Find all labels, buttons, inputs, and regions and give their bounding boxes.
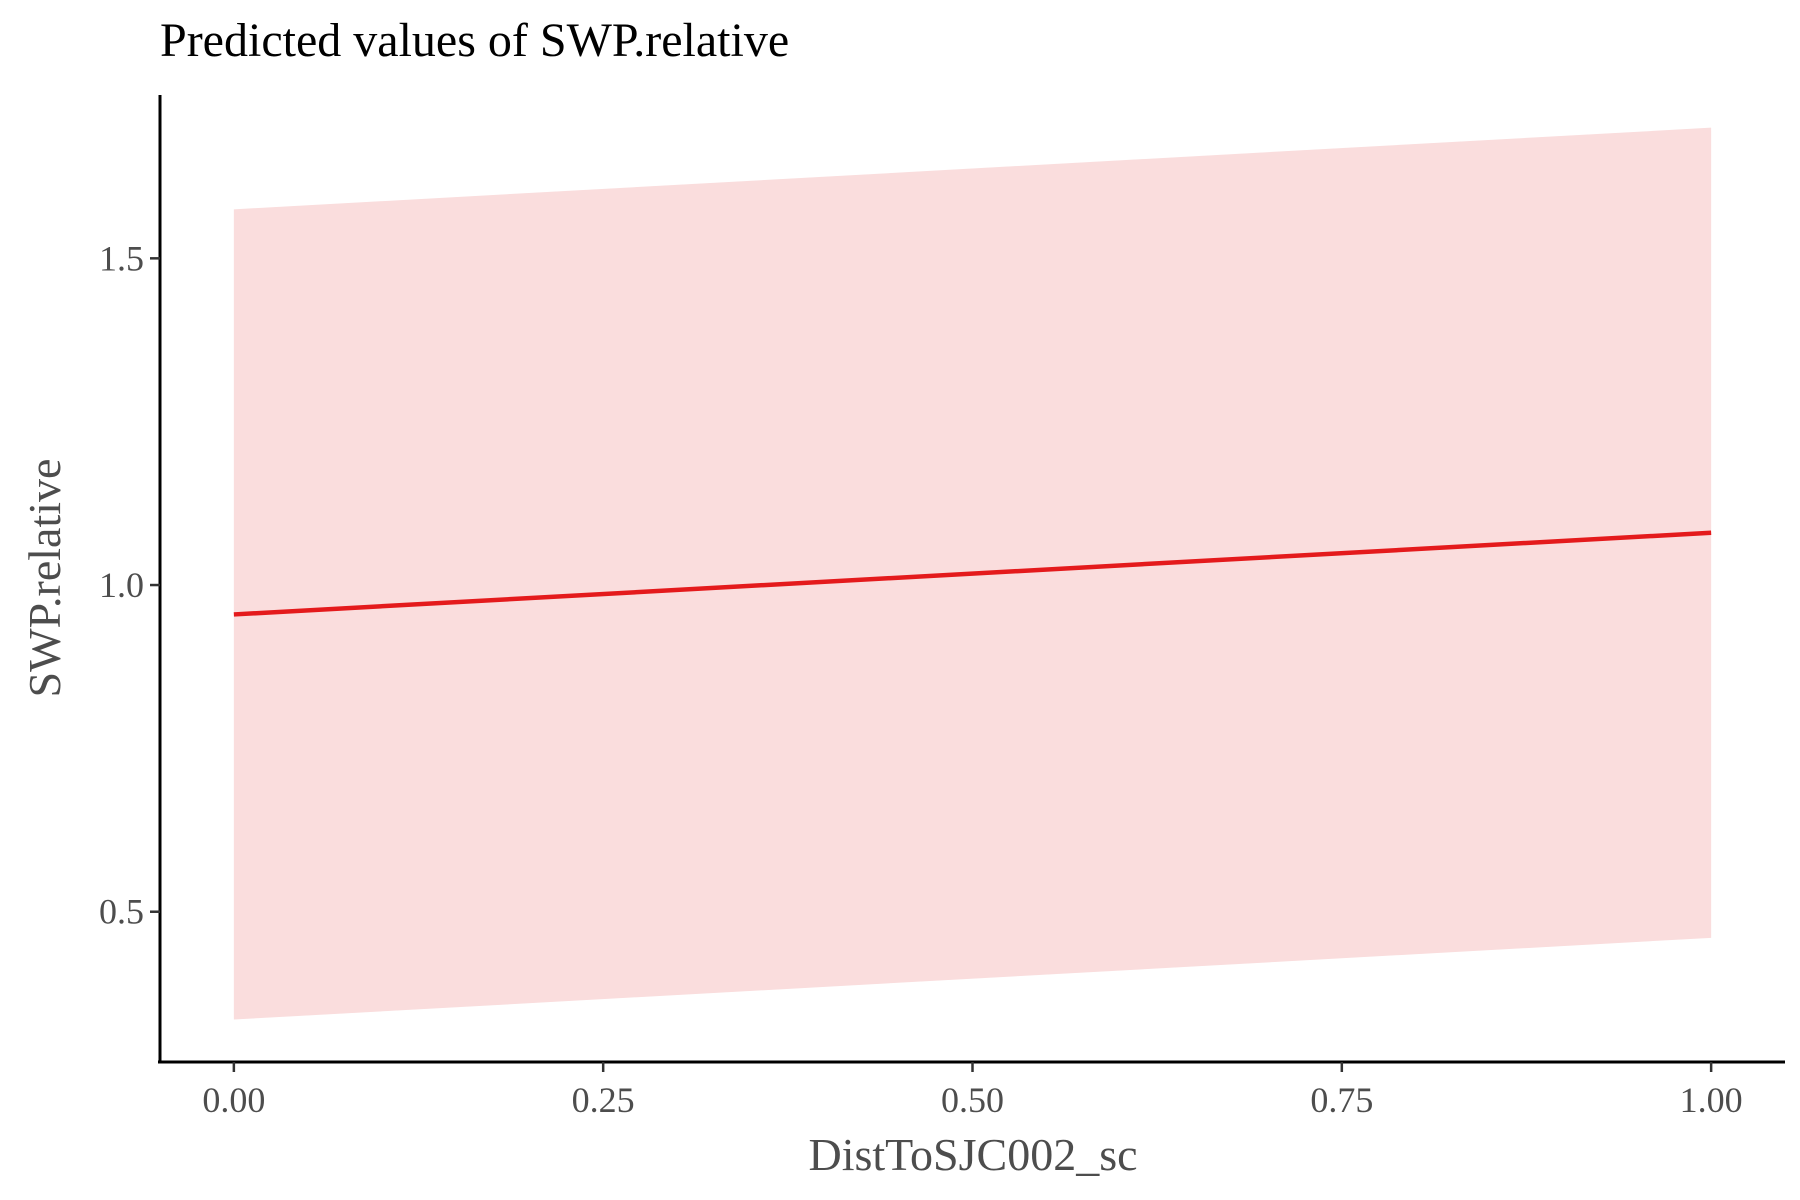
x-tick-label: 0.75 xyxy=(1310,1080,1373,1120)
plot-area xyxy=(233,127,1712,1020)
chart-title: Predicted values of SWP.relative xyxy=(160,14,789,67)
x-tick-label: 1.00 xyxy=(1680,1080,1743,1120)
predicted-line xyxy=(233,530,1712,617)
y-axis-ticks: 0.5 1.0 1.5 xyxy=(99,238,160,932)
y-tick-label: 1.0 xyxy=(99,565,144,605)
x-tick-label: 0.00 xyxy=(202,1080,265,1120)
x-axis-title: DistToSJC002_sc xyxy=(808,1129,1137,1180)
y-tick-label: 1.5 xyxy=(99,238,144,278)
x-axis-ticks: 0.00 0.25 0.50 0.75 1.00 xyxy=(202,1062,1743,1120)
x-tick-label: 0.50 xyxy=(941,1080,1004,1120)
y-tick-label: 0.5 xyxy=(99,892,144,932)
y-axis-title: SWP.relative xyxy=(19,459,70,698)
x-tick-label: 0.25 xyxy=(572,1080,635,1120)
